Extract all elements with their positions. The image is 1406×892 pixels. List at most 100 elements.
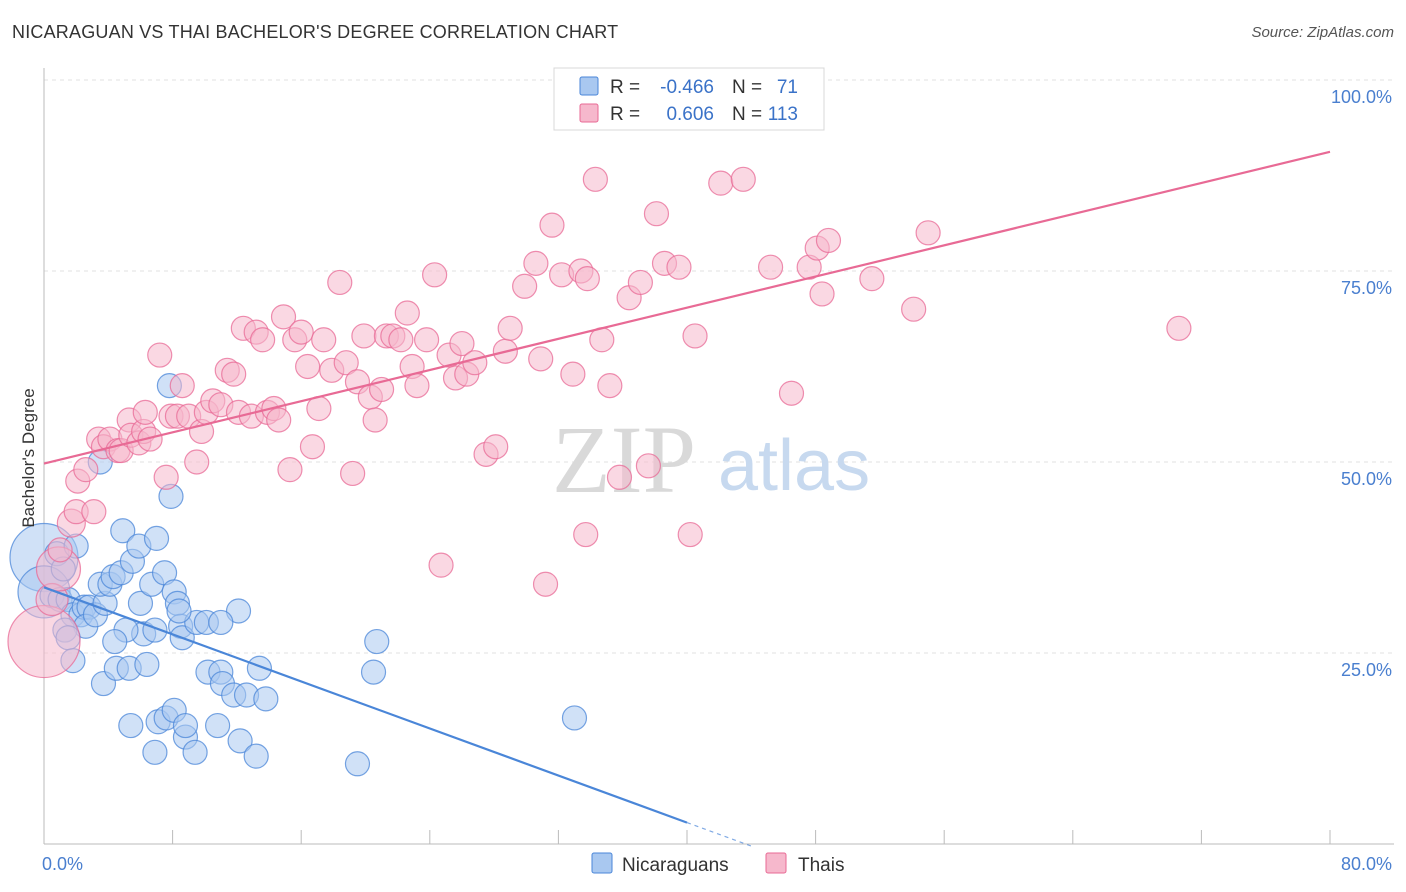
data-point-thais [666, 254, 692, 280]
data-point-thais [132, 399, 158, 425]
watermark: ZIP atlas [552, 406, 870, 513]
data-point-nicaraguans [243, 743, 269, 769]
data-point-thais [606, 464, 633, 490]
data-point-thais [73, 457, 99, 483]
data-point-thais [708, 170, 734, 196]
data-point-thais [497, 315, 523, 341]
data-point-thais [333, 350, 359, 376]
stats-legend-box [553, 67, 825, 131]
data-point-thais [137, 426, 163, 452]
data-point-thais [327, 269, 353, 296]
watermark-zip: ZIP [552, 406, 696, 513]
data-point-thais [362, 407, 388, 433]
data-point-thais [184, 449, 210, 475]
data-point-thais [413, 327, 440, 353]
legend-label-thais: Thais [798, 855, 844, 876]
data-point-thais [483, 434, 509, 460]
y-tick-label: 75.0% [1341, 278, 1392, 298]
legend-n-value: 113 [768, 104, 798, 125]
data-point-thais [523, 250, 549, 276]
data-point-thais [582, 166, 608, 192]
data-point-nicaraguans [364, 628, 390, 655]
data-point-nicaraguans [127, 590, 154, 616]
stats-legend: R = -0.466 N = 71 R = 0.606 N = 113 [553, 67, 825, 131]
y-axis-label: Bachelor's Degree [19, 388, 38, 527]
x-tick-label: 0.0% [42, 854, 83, 874]
data-point-nicaraguans [208, 609, 234, 636]
data-point-thais [809, 281, 835, 307]
data-point-thais [47, 537, 73, 563]
data-point-nicaraguans [182, 739, 208, 765]
data-point-thais [462, 350, 488, 376]
data-point-nicaraguans [102, 628, 128, 655]
data-point-thais [153, 464, 179, 490]
data-point-thais [539, 212, 565, 238]
legend-n-label: N = [732, 77, 762, 98]
data-point-thais [277, 457, 303, 483]
data-point-thais [901, 296, 927, 322]
data-point-thais [340, 460, 366, 487]
data-point-thais [299, 434, 326, 460]
data-point-nicaraguans [118, 712, 144, 739]
data-point-thais [422, 262, 448, 288]
data-point-thais [627, 269, 653, 296]
data-point-thais [270, 304, 297, 330]
gridlines [44, 79, 1394, 654]
data-point-nicaraguans [134, 651, 160, 678]
data-point-nicaraguans [142, 739, 168, 765]
data-point-thais [757, 254, 784, 280]
data-point-thais [1166, 315, 1192, 341]
data-point-nicaraguans [246, 655, 273, 681]
data-point-thais [311, 327, 337, 353]
data-point-nicaraguans [227, 728, 253, 754]
data-point-thais [635, 453, 662, 479]
y-tick-label: 50.0% [1341, 469, 1392, 489]
data-point-thais [682, 323, 708, 349]
data-point-thais [573, 521, 599, 548]
trend-lines [43, 150, 1331, 847]
series-legend: Nicaraguans Thais [591, 852, 844, 876]
data-point-thais [266, 407, 292, 433]
data-point-thais [859, 266, 885, 292]
tick-labels: 25.0% 50.0% 75.0% 100.0% 0.0% 80.0% [42, 87, 1392, 874]
data-point-thais [597, 373, 623, 399]
data-point-nicaraguans [110, 518, 136, 544]
data-point-nicaraguans [143, 525, 170, 552]
trend-line-nicaraguans [43, 586, 688, 824]
data-point-thais [81, 499, 107, 525]
data-point-thais [449, 330, 475, 357]
data-point-nicaraguans [205, 712, 231, 739]
data-point-thais [528, 346, 554, 372]
data-point-thais [428, 552, 454, 578]
legend-n-label: N = [732, 104, 762, 125]
data-point-thais [306, 395, 332, 422]
data-point-thais [404, 373, 430, 399]
axes [43, 68, 1394, 845]
data-point-thais [394, 300, 420, 326]
data-point-thais [677, 521, 703, 548]
data-point-thais [512, 273, 538, 299]
data-point-thais [778, 380, 805, 406]
data-point-nicaraguans [142, 617, 168, 643]
data-point-nicaraguans [253, 686, 279, 712]
source-label: Source: ZipAtlas.com [1251, 24, 1394, 41]
data-point-thais [730, 166, 756, 192]
data-point-thais [388, 327, 414, 353]
watermark-atlas: atlas [718, 426, 870, 506]
legend-r-value: -0.466 [660, 77, 714, 98]
data-point-nicaraguans [344, 751, 371, 777]
x-tick-label: 80.0% [1341, 854, 1392, 874]
data-point-thais [295, 353, 321, 380]
legend-swatch-nicaraguans [591, 852, 613, 874]
data-point-thais [147, 342, 173, 368]
chart-title: NICARAGUAN VS THAI BACHELOR'S DEGREE COR… [12, 22, 619, 42]
y-tick-label: 25.0% [1341, 660, 1392, 680]
data-point-thais [915, 220, 941, 246]
legend-swatch-thais [579, 103, 599, 123]
legend-r-label: R = [610, 104, 640, 125]
trend-line-thais [43, 150, 1331, 465]
legend-r-value: 0.606 [666, 104, 714, 125]
legend-swatch-thais [765, 852, 787, 874]
data-point-thais [574, 266, 600, 292]
